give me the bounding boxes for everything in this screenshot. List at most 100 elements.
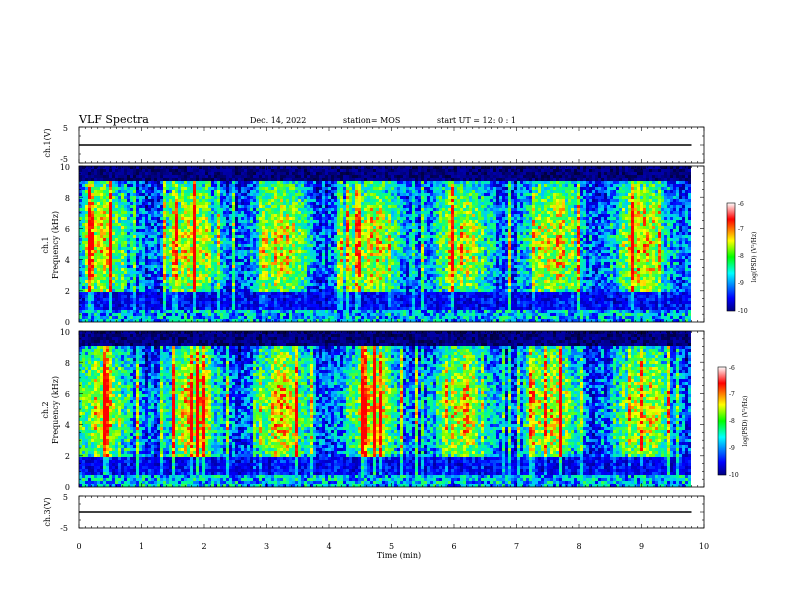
spectrogram-cell <box>247 265 250 268</box>
spectrogram-cell <box>202 259 205 262</box>
spectrogram-cell <box>151 178 154 181</box>
spectrogram-cell <box>316 196 319 199</box>
spectrogram-cell <box>196 313 199 316</box>
spectrogram-cell <box>190 277 193 280</box>
spectrogram-cell <box>139 226 142 229</box>
spectrogram-cell <box>232 178 235 181</box>
spectrogram-cell <box>274 295 277 298</box>
spectrogram-cell <box>106 196 109 199</box>
spectrogram-cell <box>133 298 136 301</box>
spectrogram-cell <box>319 241 322 244</box>
spectrogram-cell <box>157 295 160 298</box>
spectrogram-cell <box>169 250 172 253</box>
spectrogram-cell <box>304 244 307 247</box>
spectrogram-cell <box>211 229 214 232</box>
spectrogram-cell <box>85 226 88 229</box>
spectrogram-cell <box>166 196 169 199</box>
spectrogram-cell <box>151 211 154 214</box>
spectrogram-cell <box>238 220 241 223</box>
spectrogram-cell <box>241 211 244 214</box>
spectrogram-cell <box>304 211 307 214</box>
spectrogram-cell <box>85 223 88 226</box>
spectrogram-cell <box>274 313 277 316</box>
spectrogram-cell <box>157 214 160 217</box>
spectrogram-cell <box>238 274 241 277</box>
spectrogram-cell <box>94 181 97 184</box>
spectrogram-cell <box>283 274 286 277</box>
spectrogram-cell <box>247 187 250 190</box>
spectrogram-cell <box>169 223 172 226</box>
spectrogram-cell <box>301 289 304 292</box>
spectrogram-cell <box>307 319 310 322</box>
spectrogram-cell <box>163 223 166 226</box>
spectrogram-cell <box>154 202 157 205</box>
spectrogram-cell <box>355 292 358 295</box>
spectrogram-cell <box>148 196 151 199</box>
spectrogram-cell <box>361 169 364 172</box>
spectrogram-cell <box>340 301 343 304</box>
spectrogram-cell <box>241 289 244 292</box>
spectrogram-cell <box>190 241 193 244</box>
spectrogram-cell <box>166 241 169 244</box>
spectrogram-cell <box>244 223 247 226</box>
spectrogram-cell <box>154 283 157 286</box>
spectrogram-cell <box>232 238 235 241</box>
spectrogram-cell <box>241 253 244 256</box>
spectrogram-cell <box>148 193 151 196</box>
spectrogram-cell <box>316 313 319 316</box>
spectrogram-cell <box>205 304 208 307</box>
spectrogram-cell <box>79 283 82 286</box>
spectrogram-cell <box>307 289 310 292</box>
spectrogram-cell <box>283 187 286 190</box>
spectrogram-cell <box>328 262 331 265</box>
spectrogram-cell <box>349 202 352 205</box>
spectrogram-cell <box>235 268 238 271</box>
spectrogram-cell <box>190 232 193 235</box>
spectrogram-cell <box>142 205 145 208</box>
spectrogram-cell <box>88 286 91 289</box>
spectrogram-cell <box>343 184 346 187</box>
spectrogram-cell <box>169 166 172 169</box>
spectrogram-cell <box>202 220 205 223</box>
spectrogram-cell <box>286 292 289 295</box>
spectrogram-cell <box>265 220 268 223</box>
spectrogram-cell <box>304 190 307 193</box>
spectrogram-cell <box>172 208 175 211</box>
spectrogram-cell <box>286 262 289 265</box>
spectrogram-cell <box>79 271 82 274</box>
spectrogram-cell <box>253 256 256 259</box>
spectrogram-cell <box>127 253 130 256</box>
spectrogram-cell <box>364 241 367 244</box>
spectrogram-cell <box>220 244 223 247</box>
spectrogram-cell <box>253 223 256 226</box>
spectrogram-cell <box>202 262 205 265</box>
spectrogram-cell <box>214 175 217 178</box>
spectrogram-cell <box>355 253 358 256</box>
spectrogram-cell <box>169 298 172 301</box>
spectrogram-cell <box>184 295 187 298</box>
spectrogram-cell <box>181 295 184 298</box>
spectrogram-cell <box>175 184 178 187</box>
spectrogram-cell <box>274 199 277 202</box>
spectrogram-cell <box>175 214 178 217</box>
spectrogram-cell <box>346 244 349 247</box>
spectrogram-cell <box>169 316 172 319</box>
spectrogram-cell <box>286 271 289 274</box>
spectrogram-cell <box>316 241 319 244</box>
spectrogram-cell <box>304 199 307 202</box>
spectrogram-cell <box>232 244 235 247</box>
spectrogram-cell <box>253 229 256 232</box>
spectrogram-cell <box>160 271 163 274</box>
spectrogram-cell <box>295 316 298 319</box>
spectrogram-cell <box>298 232 301 235</box>
spectrogram-cell <box>211 304 214 307</box>
spectrogram-cell <box>337 169 340 172</box>
spectrogram-cell <box>316 232 319 235</box>
spectrogram-cell <box>226 277 229 280</box>
spectrogram-cell <box>322 280 325 283</box>
spectrogram-cell <box>232 220 235 223</box>
spectrogram-cell <box>175 280 178 283</box>
spectrogram-cell <box>202 307 205 310</box>
spectrogram-cell <box>205 196 208 199</box>
spectrogram-cell <box>361 187 364 190</box>
